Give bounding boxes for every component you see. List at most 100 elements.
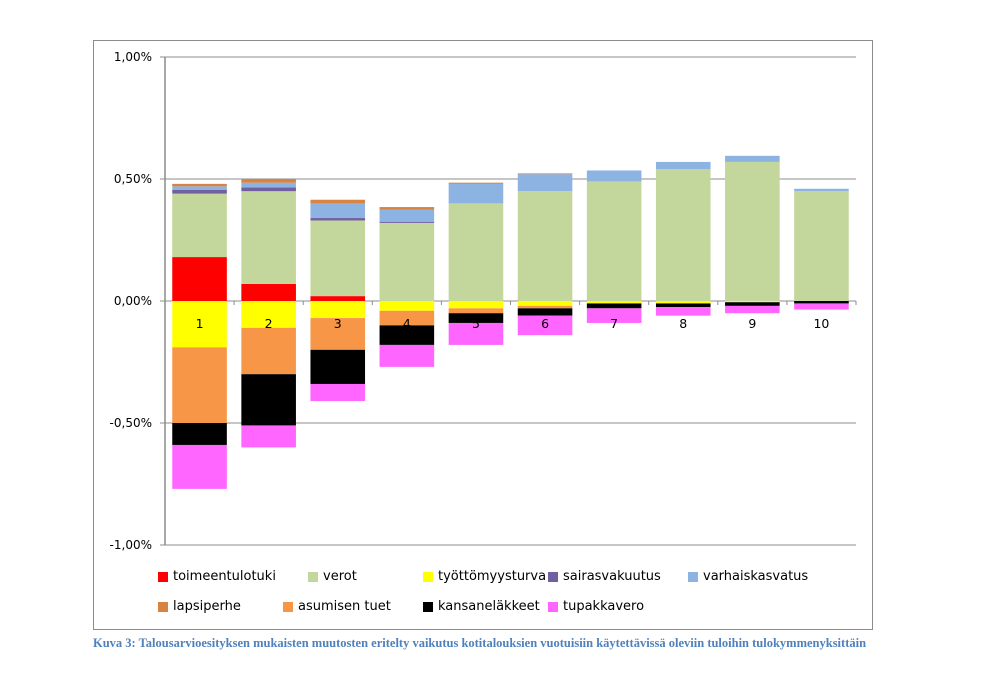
legend-label: toimeentulotuki (173, 569, 276, 584)
legend-swatch (283, 601, 293, 612)
bar-segment-verot (794, 191, 849, 301)
x-tick-label: 2 (265, 316, 273, 331)
bar-segment-verot (725, 161, 780, 301)
legend-label: lapsiperhe (173, 599, 241, 614)
bar-segment-verot (586, 181, 642, 301)
legend-label: varhaiskasvatus (703, 569, 809, 584)
bar-segment-asumisen-tuet (172, 347, 227, 423)
bar-segment-varhaiskasvatus (379, 209, 435, 222)
bar-segment-tupakkavero (448, 322, 504, 345)
bar-segment-lapsiperhe (172, 183, 227, 187)
bar-segment-varhaiskasvatus (241, 182, 296, 188)
bar-segment-työttömyysturva (241, 301, 296, 328)
legend-item: sairasvakuutus (548, 569, 661, 584)
bar-segment-verot (172, 193, 227, 258)
bar-segment-verot (517, 191, 573, 301)
bar-segment-tupakkavero (655, 307, 711, 316)
bar-segment-lapsiperhe (379, 207, 435, 210)
legend-item: kansaneläkkeet (423, 599, 540, 614)
legend-label: kansaneläkkeet (438, 599, 540, 614)
bar-segment-lapsiperhe (517, 173, 573, 175)
figure-caption: Kuva 3: Talousarvioesityksen mukaisten m… (93, 636, 867, 650)
bar-segment-kansaneläkkeet (241, 374, 296, 426)
bar-segment-työttömyysturva (586, 301, 642, 304)
bar-segment-tupakkavero (310, 383, 366, 402)
bar-segment-varhaiskasvatus (725, 155, 780, 162)
bar-segment-lapsiperhe (448, 182, 504, 184)
bar-segment-tupakkavero (517, 315, 573, 336)
bar-segment-työttömyysturva (310, 301, 366, 319)
bar-segment-kansaneläkkeet (172, 423, 227, 445)
x-tick-label: 10 (813, 316, 829, 331)
legend-label: verot (323, 569, 357, 584)
bar-segment-sairasvakuutus (379, 221, 435, 223)
bar-segment-sairasvakuutus (241, 187, 296, 192)
bar-segment-toimeentulotuki (172, 257, 227, 301)
legend-item: tupakkavero (548, 599, 644, 614)
bar-segment-tupakkavero (725, 305, 780, 314)
bar-segment-asumisen-tuet (241, 327, 296, 375)
bar-segment-varhaiskasvatus (586, 170, 642, 182)
x-tick-label: 5 (472, 316, 480, 331)
bar-segment-tupakkavero (172, 444, 227, 489)
legend-swatch (423, 601, 433, 612)
legend-item: verot (308, 569, 357, 584)
x-tick-label: 3 (334, 316, 342, 331)
bar-segment-kansaneläkkeet (725, 302, 780, 306)
y-tick-label: 1,00% (114, 50, 152, 64)
legend-item: asumisen tuet (283, 599, 391, 614)
bar-segment-asumisen-tuet (517, 305, 573, 309)
bar-segment-kansaneläkkeet (655, 303, 711, 308)
bar-segment-sairasvakuutus (310, 218, 366, 221)
bar-segment-työttömyysturva (379, 301, 435, 311)
bar-segment-lapsiperhe (310, 199, 366, 204)
legend-swatch (308, 571, 318, 582)
bar-segment-työttömyysturva (172, 301, 227, 348)
x-tick-label: 9 (748, 316, 756, 331)
x-tick-label: 4 (403, 316, 411, 331)
bar-segment-työttömyysturva (725, 301, 780, 303)
legend-swatch (548, 571, 558, 582)
bar-segment-tupakkavero (379, 344, 435, 367)
bar-segment-tupakkavero (794, 303, 849, 310)
bar-segment-kansaneläkkeet (586, 303, 642, 309)
bar-segment-työttömyysturva (655, 301, 711, 304)
x-tick-label: 1 (196, 316, 204, 331)
bar-segment-varhaiskasvatus (172, 186, 227, 190)
legend-swatch (688, 571, 698, 582)
bar-segment-varhaiskasvatus (655, 161, 711, 170)
x-tick-label: 6 (541, 316, 549, 331)
bar-segment-työttömyysturva (448, 301, 504, 309)
y-tick-label: -1,00% (110, 538, 152, 552)
legend-item: työttömyysturva (423, 569, 546, 584)
legend-item: lapsiperhe (158, 599, 241, 614)
bar-segment-kansaneläkkeet (517, 308, 573, 316)
bar-segment-varhaiskasvatus (448, 183, 504, 204)
bar-segment-kansaneläkkeet (379, 325, 435, 345)
bar-segment-verot (310, 220, 366, 297)
x-tick-label: 8 (679, 316, 687, 331)
legend-label: tupakkavero (563, 599, 645, 614)
bar-segment-toimeentulotuki (241, 283, 296, 301)
y-tick-label: 0,00% (114, 294, 152, 308)
legend-label: asumisen tuet (298, 599, 391, 614)
legend-label: työttömyysturva (438, 569, 547, 584)
bar-segment-tupakkavero (586, 308, 642, 323)
legend: toimeentulotuki verot työttömyysturva saira… (158, 569, 838, 619)
bars (172, 155, 849, 489)
bar-segment-työttömyysturva (517, 301, 573, 306)
bar-segment-sairasvakuutus (172, 189, 227, 194)
bar-segment-asumisen-tuet (310, 318, 366, 350)
legend-swatch (548, 601, 558, 612)
bar-segment-asumisen-tuet (379, 310, 435, 326)
y-axis: 1,00% 0,50% 0,00% -0,50% -1,00% (110, 50, 857, 552)
bar-segment-toimeentulotuki (310, 296, 366, 301)
bar-segment-lapsiperhe (241, 179, 296, 183)
legend-item: varhaiskasvatus (688, 569, 808, 584)
bar-segment-kansaneläkkeet (448, 313, 504, 323)
bar-segment-verot (448, 203, 504, 301)
y-tick-label: -0,50% (110, 416, 152, 430)
legend-swatch (158, 601, 168, 612)
legend-swatch (158, 571, 168, 582)
